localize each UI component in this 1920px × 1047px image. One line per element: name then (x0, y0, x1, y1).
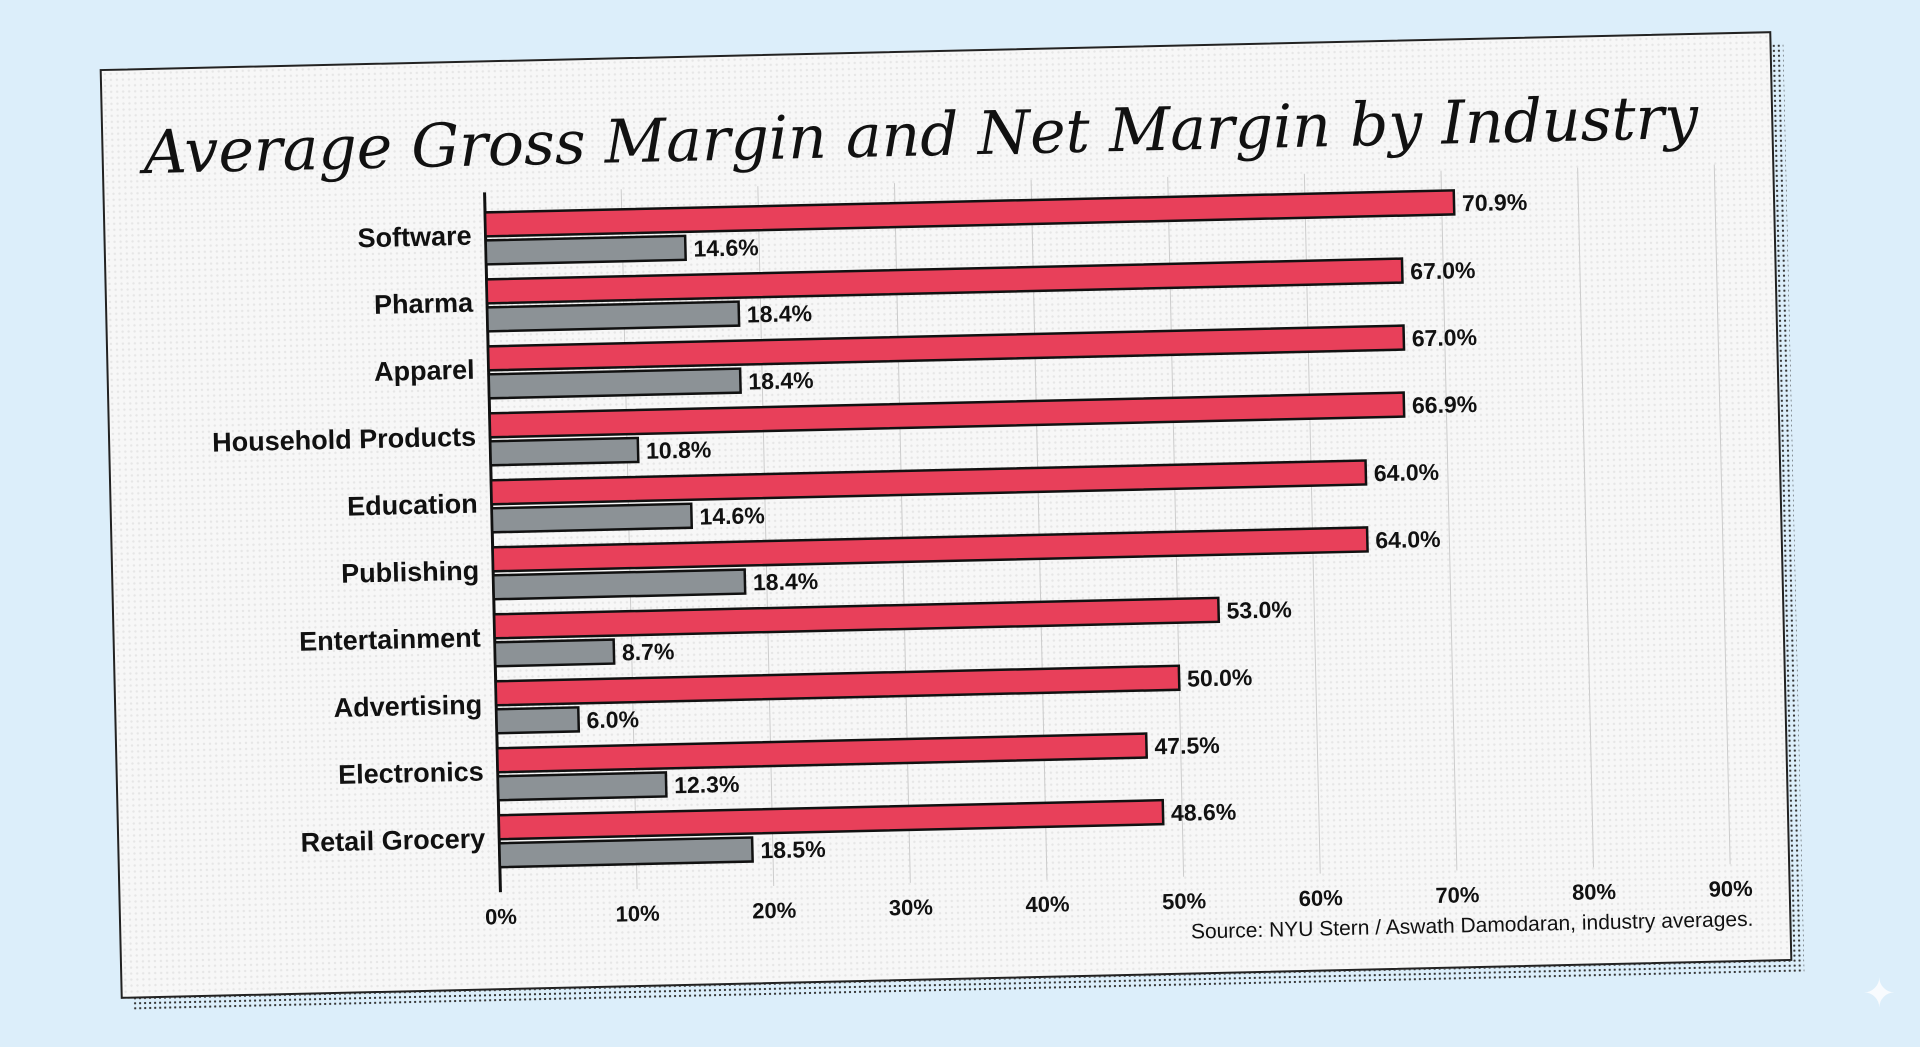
gridline (1577, 167, 1594, 868)
gridline (1440, 170, 1458, 871)
category-label: Retail Grocery (300, 824, 485, 858)
sparkle-icon: ✦ (1862, 972, 1896, 1016)
gross-data-label: 64.0% (1375, 526, 1441, 553)
category-label: Software (357, 221, 472, 254)
x-tick-label: 40% (1025, 891, 1070, 917)
gridline (1167, 176, 1185, 877)
gross-data-label: 64.0% (1374, 459, 1440, 486)
net-data-label: 18.5% (760, 836, 826, 863)
net-margin-bar (495, 706, 581, 735)
x-tick-label: 0% (485, 904, 517, 930)
chart-card: Average Gross Margin and Net Margin by I… (99, 31, 1793, 999)
net-margin-bar (490, 502, 694, 534)
gross-margin-bar (483, 189, 1456, 238)
net-margin-bar (496, 771, 668, 802)
gross-margin-bar (488, 391, 1406, 439)
net-margin-bar (487, 367, 742, 400)
net-data-label: 8.7% (622, 638, 675, 665)
gross-data-label: 48.6% (1171, 798, 1237, 825)
gross-margin-bar (494, 664, 1181, 707)
gross-data-label: 70.9% (1462, 189, 1528, 216)
gridline (1030, 179, 1048, 880)
x-tick-label: 70% (1435, 882, 1480, 908)
x-tick-label: 20% (752, 898, 797, 924)
gross-margin-bar (492, 596, 1221, 640)
gross-margin-bar (495, 732, 1148, 774)
category-label: Electronics (338, 757, 484, 790)
gross-data-label: 67.0% (1410, 257, 1476, 284)
net-margin-bar (491, 568, 747, 601)
category-label: Apparel (374, 355, 475, 387)
net-data-label: 12.3% (674, 771, 740, 798)
gross-data-label: 66.9% (1412, 391, 1478, 418)
x-tick-label: 90% (1708, 876, 1753, 902)
gross-data-label: 50.0% (1187, 664, 1253, 691)
gridline (893, 183, 911, 883)
category-label: Entertainment (299, 623, 481, 657)
gross-margin-bar (497, 798, 1165, 841)
x-tick-label: 30% (889, 894, 934, 920)
category-label: Advertising (333, 690, 482, 723)
gross-margin-bar (489, 459, 1368, 506)
gridline (1713, 164, 1731, 865)
gross-data-label: 47.5% (1154, 732, 1220, 759)
x-tick-label: 80% (1572, 879, 1617, 905)
x-tick-label: 60% (1298, 885, 1343, 911)
net-data-label: 14.6% (693, 234, 759, 261)
net-margin-bar (484, 234, 687, 266)
gross-margin-bar (486, 324, 1406, 372)
net-data-label: 18.4% (747, 300, 813, 327)
bar-chart: 0% 10% 20% 30% 40% 50% 60% 70% 80% 90% Software 70.… (212, 164, 1753, 930)
gridline (1303, 173, 1321, 874)
gross-margin-bar (491, 526, 1369, 573)
net-margin-bar (485, 300, 741, 333)
gross-data-label: 53.0% (1226, 596, 1292, 623)
net-margin-bar (493, 638, 616, 668)
x-tick-label: 10% (615, 901, 660, 927)
gross-data-label: 67.0% (1411, 324, 1477, 351)
category-label: Pharma (374, 288, 475, 320)
category-label: Household Products (212, 422, 477, 458)
net-margin-bar (488, 436, 640, 467)
category-label: Education (347, 489, 478, 522)
x-tick-label: 50% (1162, 888, 1207, 914)
net-data-label: 18.4% (748, 367, 814, 394)
net-data-label: 18.4% (753, 568, 819, 595)
category-label: Publishing (341, 556, 480, 589)
net-data-label: 14.6% (699, 502, 765, 529)
gross-margin-bar (485, 257, 1404, 305)
net-data-label: 6.0% (586, 706, 639, 733)
net-margin-bar (498, 836, 754, 869)
net-data-label: 10.8% (646, 436, 712, 463)
gridline (757, 186, 775, 887)
